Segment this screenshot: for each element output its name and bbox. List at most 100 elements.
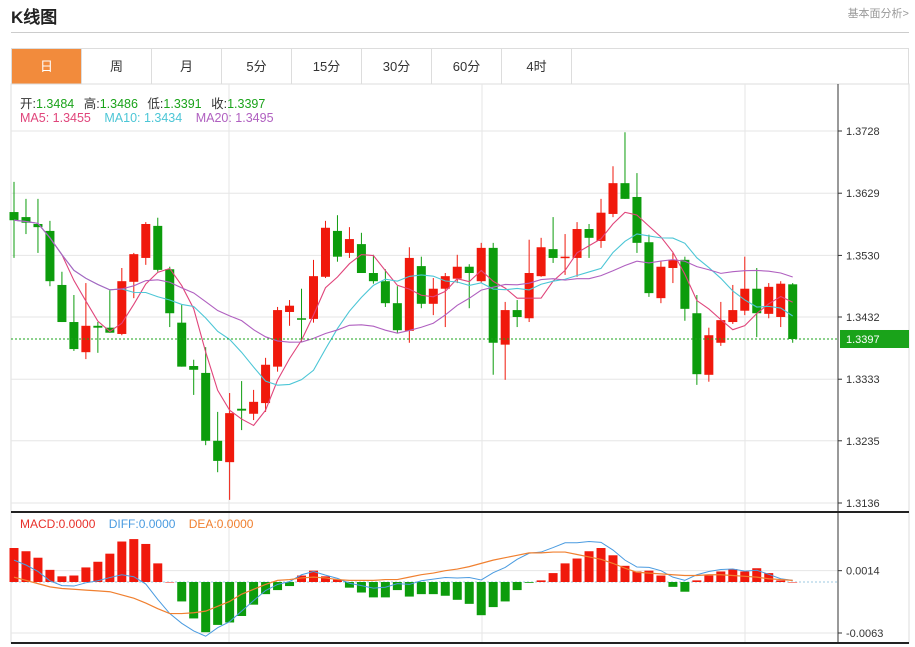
low-label: 低:	[147, 97, 164, 111]
candle-body	[368, 273, 378, 282]
candle-body	[584, 229, 594, 238]
candle-body	[440, 276, 450, 289]
candle-body	[500, 310, 510, 345]
dea-value: DEA:0.0000	[188, 517, 254, 531]
high-label: 高:	[83, 97, 100, 111]
candle-body	[476, 247, 486, 282]
macd-bar	[476, 582, 486, 616]
candle-body	[273, 310, 283, 367]
candle-body	[392, 303, 402, 331]
macd-info: MACD:0.0000 DIFF:0.0000 DEA:0.0000	[20, 517, 253, 531]
tab-day[interactable]: 日	[12, 49, 82, 84]
macd-bar	[560, 563, 570, 582]
candle-body	[320, 227, 330, 277]
candle-body	[69, 322, 79, 350]
candle-body	[512, 310, 522, 317]
candle-body	[332, 230, 342, 257]
macd-bar	[81, 567, 91, 582]
candle-body	[141, 224, 151, 258]
close-value: 1.3397	[227, 97, 266, 111]
candle-body	[560, 256, 570, 259]
macd-bar	[380, 582, 390, 598]
macd-bar	[332, 579, 342, 582]
macd-bar	[285, 582, 295, 587]
candle-body	[608, 183, 618, 214]
fundamental-analysis-link[interactable]: 基本面分析>	[847, 8, 909, 20]
macd-bar	[45, 569, 55, 582]
candle-body	[9, 212, 19, 221]
price-tick-label: 1.3136	[846, 498, 880, 510]
macd-bar	[524, 582, 534, 583]
ohlc-info: 开:1.3484 高:1.3486 低:1.3391 收:1.3397	[20, 93, 271, 112]
candle-body	[309, 276, 318, 319]
candle-body	[93, 325, 103, 328]
candle-body	[716, 320, 726, 343]
candle-body	[237, 408, 247, 411]
candle-body	[656, 266, 666, 299]
macd-bar	[153, 563, 163, 582]
macd-bar	[33, 557, 43, 582]
macd-tick-label: -0.0063	[846, 628, 883, 640]
candle-body	[261, 364, 271, 404]
candle-body	[752, 288, 762, 314]
macd-bar	[165, 582, 175, 583]
price-tick-label: 1.3629	[846, 188, 880, 200]
tab-15min[interactable]: 15分	[292, 49, 362, 84]
macd-bar	[488, 582, 498, 608]
tab-30min[interactable]: 30分	[362, 49, 432, 84]
candle-body	[788, 284, 798, 339]
candle-body	[57, 284, 67, 323]
macd-bar	[464, 582, 474, 604]
candle-body	[356, 244, 366, 274]
macd-bar	[9, 548, 19, 582]
macd-bar	[309, 570, 318, 582]
candle-body	[33, 224, 43, 228]
candle-body	[572, 229, 582, 258]
macd-bar	[225, 582, 235, 623]
period-tabs: 日 周 月 5分 15分 30分 60分 4时	[11, 48, 909, 84]
candle-body	[189, 366, 199, 370]
macd-bar	[416, 582, 426, 595]
macd-bar	[440, 582, 450, 596]
tab-5min[interactable]: 5分	[222, 49, 292, 84]
macd-bar	[512, 582, 522, 591]
macd-bar	[344, 582, 354, 588]
macd-bar	[404, 582, 414, 597]
candle-body	[225, 413, 235, 463]
ma5-value: MA5: 1.3455	[20, 111, 91, 125]
current-price-badge	[840, 329, 909, 348]
candle-body	[201, 372, 211, 441]
tab-60min[interactable]: 60分	[432, 49, 502, 84]
dea-line	[13, 551, 793, 615]
candle-body	[404, 257, 414, 331]
macd-bar	[356, 582, 366, 593]
ma-info: MA5: 1.3455 MA10: 1.3434 MA20: 1.3495	[20, 111, 274, 125]
macd-bar	[177, 582, 187, 602]
tab-month[interactable]: 月	[152, 49, 222, 84]
tab-4hour[interactable]: 4时	[502, 49, 572, 84]
candle-body	[344, 239, 354, 253]
candle-body	[416, 266, 426, 304]
candle-body	[692, 313, 702, 375]
open-value: 1.3484	[35, 97, 75, 111]
price-tick-label: 1.3728	[846, 126, 880, 138]
candle-body	[536, 247, 546, 277]
tab-week[interactable]: 周	[82, 49, 152, 84]
macd-bar	[21, 551, 31, 582]
macd-bar	[213, 582, 223, 625]
macd-bar	[201, 582, 211, 633]
candle-body	[728, 310, 738, 323]
candle-body	[249, 401, 259, 414]
candle-body	[668, 259, 678, 268]
macd-bar	[584, 551, 594, 582]
candle-body	[177, 322, 187, 367]
low-value: 1.3391	[163, 97, 202, 111]
ma20-value: MA20: 1.3495	[195, 111, 274, 125]
macd-bar	[704, 575, 714, 582]
macd-bar	[297, 575, 307, 582]
diff-line	[13, 541, 793, 637]
ma10-line	[13, 219, 794, 386]
macd-bar	[644, 570, 654, 582]
close-label: 收:	[211, 97, 228, 111]
